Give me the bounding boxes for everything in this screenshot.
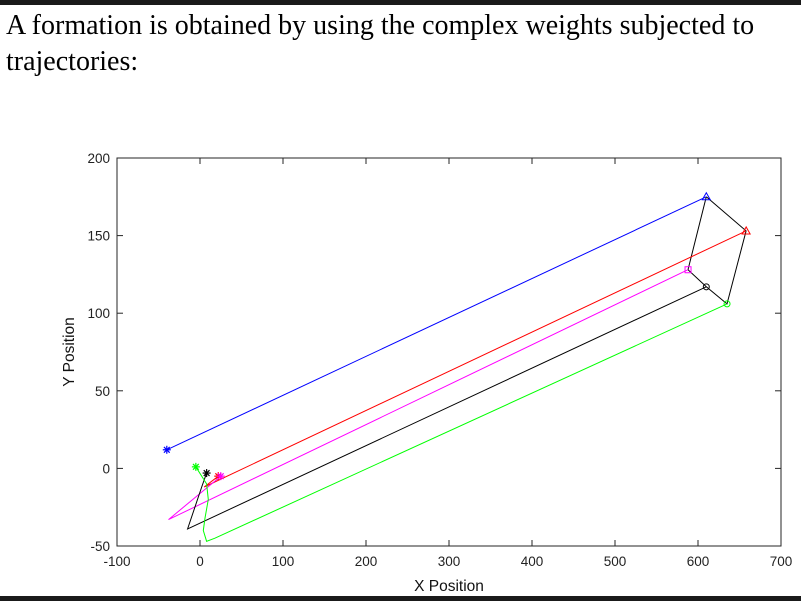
x-tick-label: 100 <box>272 554 295 569</box>
plot-area-frame <box>116 157 782 547</box>
y-tick-label: -50 <box>90 539 110 554</box>
x-axis-title: X Position <box>414 578 484 595</box>
end-square-marker <box>684 266 692 274</box>
start-asterisk-marker <box>216 472 225 481</box>
y-tick-label: 200 <box>87 151 110 166</box>
x-tick-label: 0 <box>196 554 204 569</box>
x-tick-label: -100 <box>103 554 130 569</box>
y-axis-title: Y Position <box>61 317 78 387</box>
x-tick-label: 300 <box>438 554 461 569</box>
x-tick-label: 700 <box>770 554 793 569</box>
start-asterisk-marker <box>162 445 171 454</box>
trajectory-line <box>195 303 728 542</box>
y-tick-label: 150 <box>87 229 110 244</box>
formation-link-line <box>687 196 747 305</box>
end-circle-marker <box>723 300 731 308</box>
trajectory-line <box>168 269 689 521</box>
bottom-border <box>0 596 801 601</box>
x-tick-label: 500 <box>604 554 627 569</box>
top-border <box>0 0 801 5</box>
y-tick-label: 100 <box>87 306 110 321</box>
trajectory-line <box>166 196 707 451</box>
x-tick-label: 200 <box>355 554 378 569</box>
start-asterisk-marker <box>202 469 211 478</box>
x-tick-label: 600 <box>687 554 710 569</box>
trajectory-line <box>203 230 747 488</box>
end-triangle-marker <box>701 191 712 201</box>
y-tick-label: 0 <box>102 461 110 476</box>
page-heading: A formation is obtained by using the com… <box>6 10 755 77</box>
y-tick-label: 50 <box>95 384 110 399</box>
start-asterisk-marker <box>191 462 200 471</box>
end-circle-marker <box>702 283 710 291</box>
end-triangle-marker <box>741 225 752 235</box>
x-tick-label: 400 <box>521 554 544 569</box>
